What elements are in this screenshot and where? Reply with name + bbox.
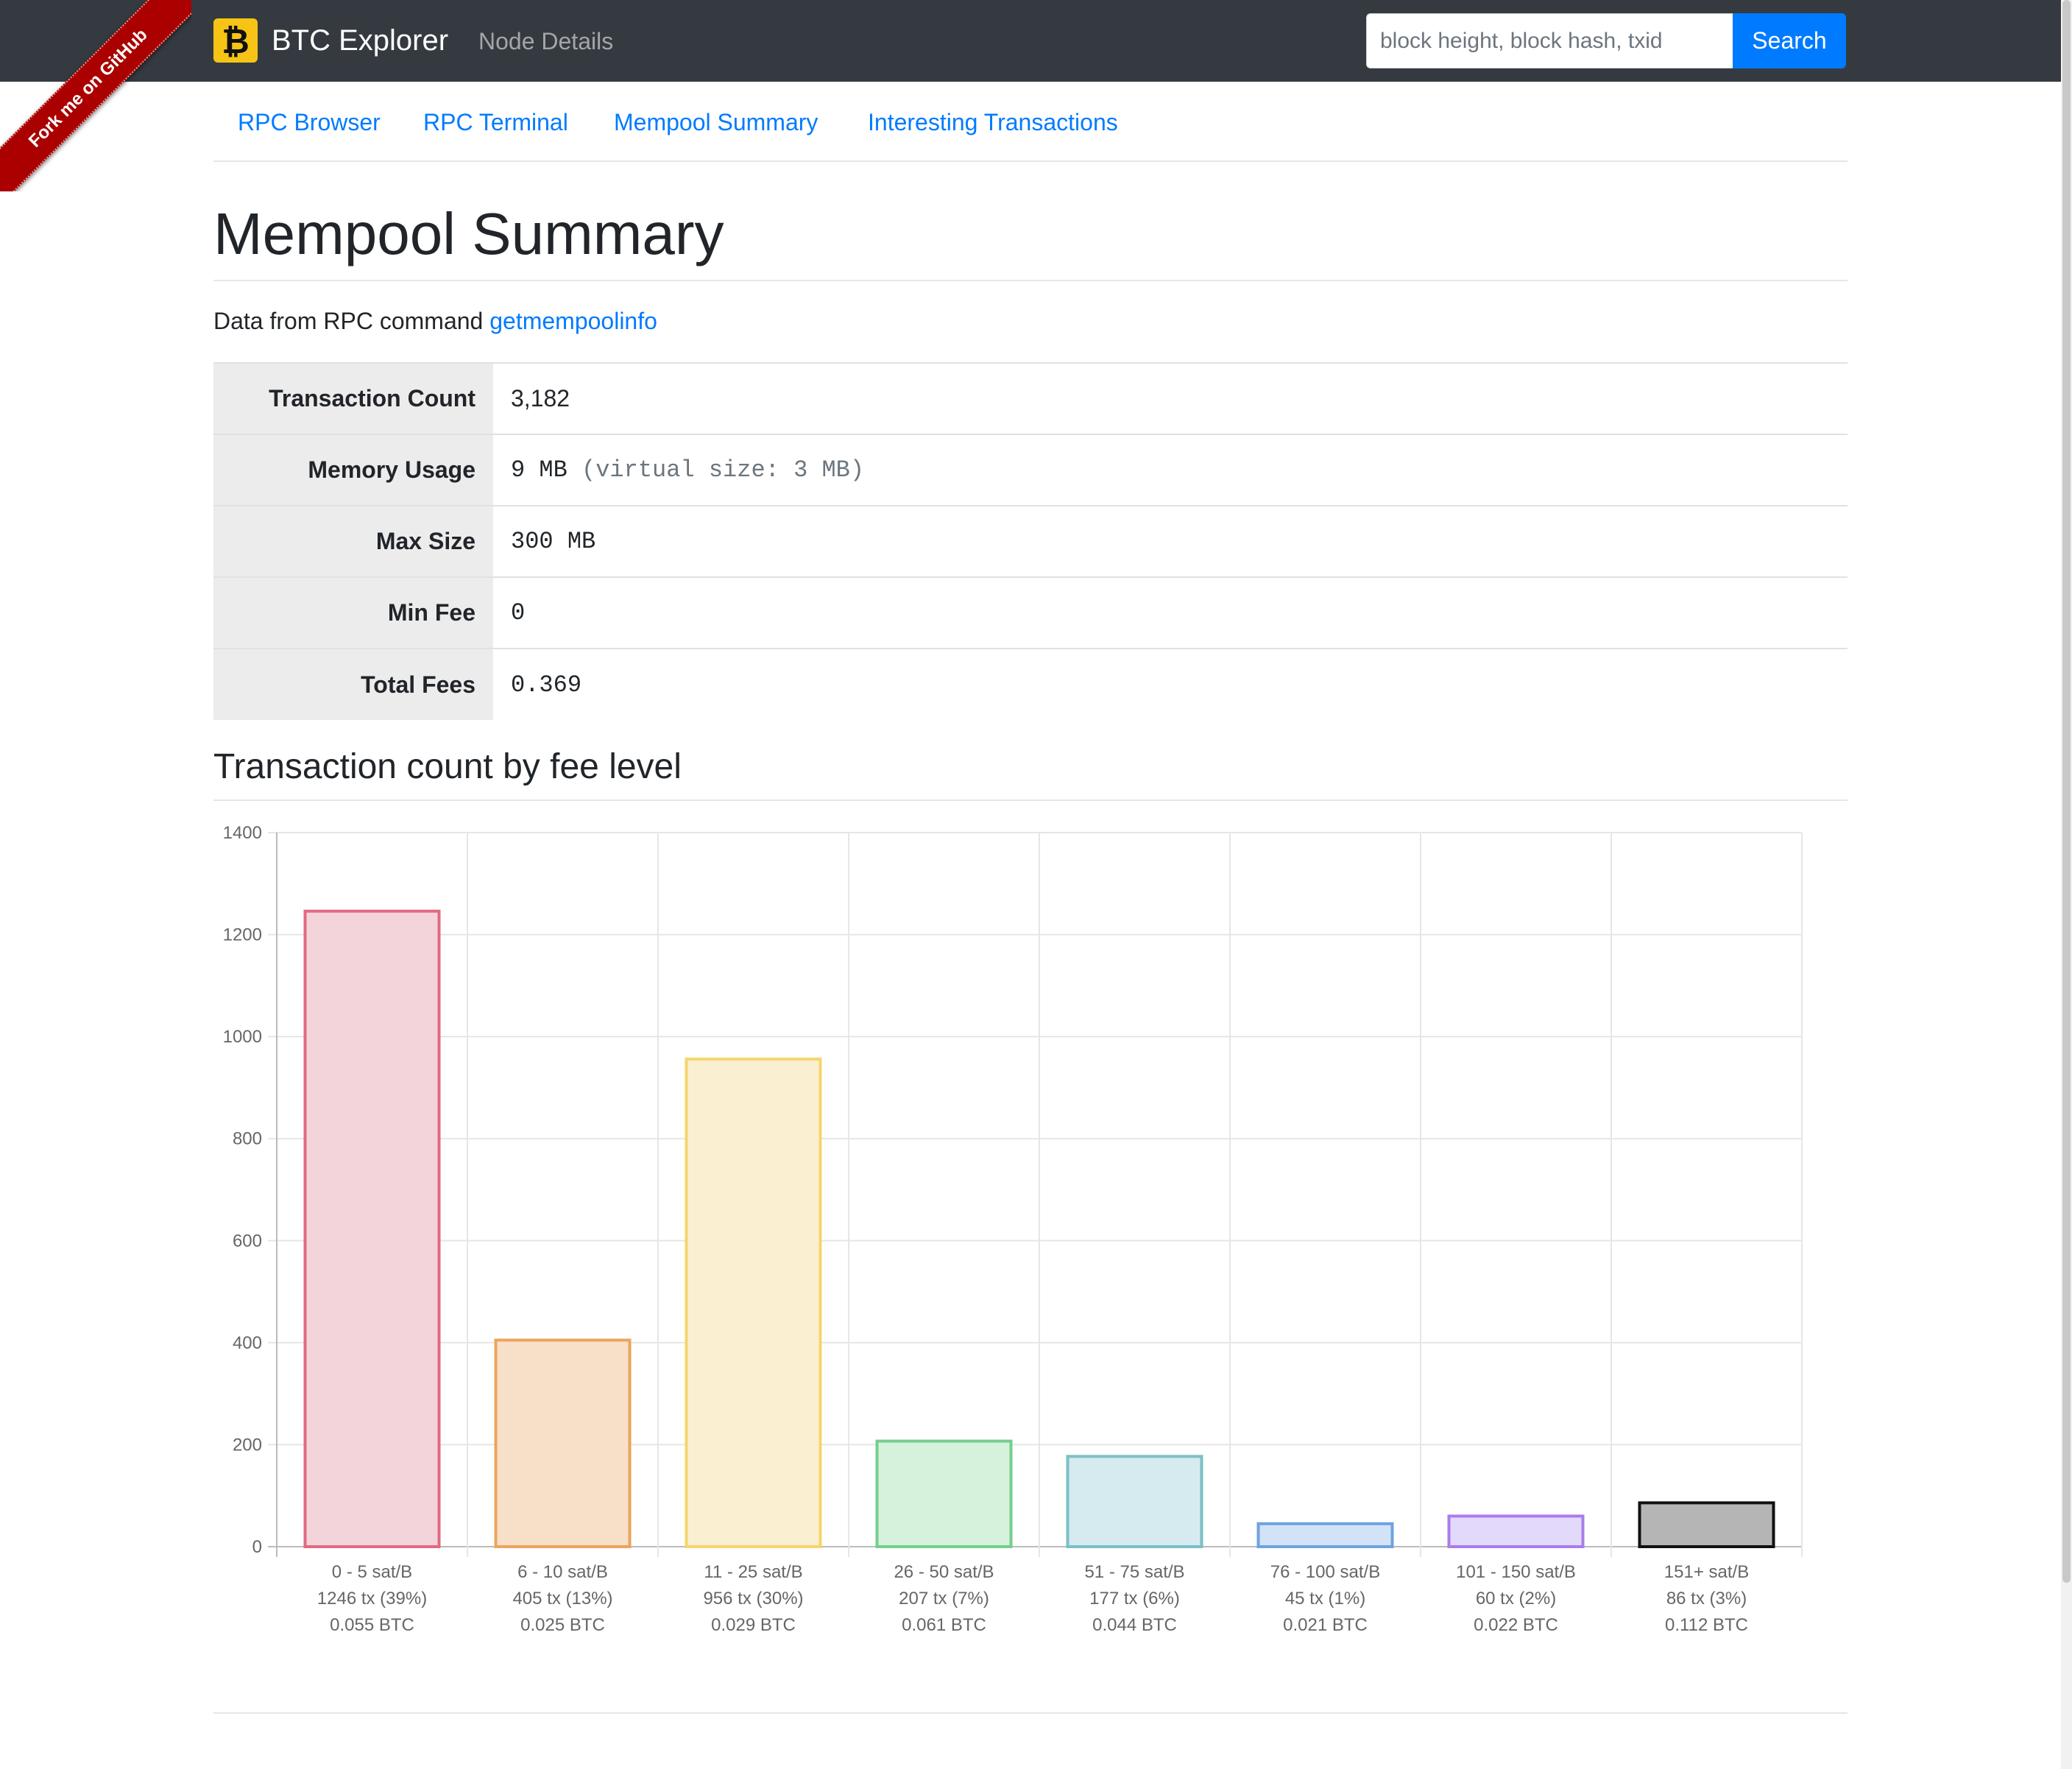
subnav-rpc-browser[interactable]: RPC Browser (238, 109, 381, 135)
x-tick-label: 0.112 BTC (1665, 1615, 1748, 1635)
x-tick-label: 0.044 BTC (1092, 1615, 1177, 1635)
getmempoolinfo-link[interactable]: getmempoolinfo (489, 308, 657, 334)
row-value: 0 (511, 599, 526, 626)
table-row: Transaction Count 3,182 (213, 362, 1848, 434)
row-extra: (virtual size: 3 MB) (581, 456, 865, 484)
y-tick-label: 800 (233, 1129, 262, 1149)
svg-text:₿: ₿ (222, 22, 250, 59)
x-tick-label: 11 - 25 sat/B (704, 1562, 802, 1582)
x-tick-label: 0.021 BTC (1283, 1615, 1368, 1635)
nav-node-details[interactable]: Node Details (478, 28, 614, 54)
chart-bar (303, 909, 441, 1548)
row-label: Transaction Count (213, 362, 493, 434)
mempool-summary-table: Transaction Count 3,182 Memory Usage 9 M… (213, 362, 1848, 720)
x-tick-label: 26 - 50 sat/B (894, 1562, 994, 1582)
subnav-interesting-transactions[interactable]: Interesting Transactions (868, 109, 1118, 135)
x-tick-label: 0.029 BTC (711, 1615, 796, 1635)
subnav-mempool-summary[interactable]: Mempool Summary (614, 109, 818, 135)
github-ribbon[interactable]: Fork me on GitHub (0, 0, 191, 191)
table-row: Memory Usage 9 MB (virtual size: 3 MB) (213, 434, 1848, 506)
row-label: Max Size (213, 505, 493, 577)
divider (213, 160, 1848, 162)
x-tick-label: 1246 tx (39%) (317, 1589, 427, 1609)
y-tick-label: 1200 (223, 925, 262, 945)
x-tick-label: 405 tx (13%) (512, 1589, 612, 1609)
x-tick-label: 0.061 BTC (902, 1615, 986, 1635)
x-tick-label: 151+ sat/B (1664, 1562, 1749, 1582)
search-button[interactable]: Search (1733, 13, 1846, 68)
top-navbar: ₿ BTC Explorer Node Details Search (0, 0, 2061, 82)
x-tick-label: 51 - 75 sat/B (1084, 1562, 1184, 1582)
table-row: Total Fees 0.369 (213, 648, 1848, 720)
data-source-line: Data from RPC command getmempoolinfo (213, 308, 657, 335)
chart-bar (875, 1439, 1013, 1549)
divider (213, 280, 1848, 281)
row-label: Min Fee (213, 576, 493, 649)
y-tick-label: 1000 (223, 1027, 262, 1047)
table-row: Min Fee 0 (213, 576, 1848, 649)
x-tick-label: 86 tx (3%) (1666, 1589, 1747, 1609)
x-tick-label: 177 tx (6%) (1089, 1589, 1180, 1609)
brand-name[interactable]: BTC Explorer (272, 24, 449, 57)
y-tick-label: 600 (233, 1231, 262, 1251)
scrollbar-thumb[interactable] (2062, 0, 2071, 1583)
sub-navigation: RPC Browser RPC Terminal Mempool Summary… (213, 103, 1848, 162)
x-tick-label: 0.022 BTC (1474, 1615, 1558, 1635)
chart-bar (1447, 1514, 1585, 1548)
row-value: 300 MB (511, 528, 596, 555)
row-value: 9 MB (511, 456, 567, 484)
chart-bar (1256, 1522, 1394, 1549)
divider (213, 799, 1848, 801)
x-tick-label: 76 - 100 sat/B (1270, 1562, 1380, 1582)
x-tick-label: 956 tx (30%) (703, 1589, 803, 1609)
bitcoin-icon[interactable]: ₿ (213, 18, 258, 63)
x-tick-label: 0.025 BTC (520, 1615, 605, 1635)
row-value: 3,182 (511, 385, 570, 412)
y-tick-label: 1400 (223, 823, 262, 843)
subnav-rpc-terminal[interactable]: RPC Terminal (423, 109, 568, 135)
x-tick-label: 60 tx (2%) (1476, 1589, 1556, 1609)
chart-bar (685, 1057, 822, 1548)
divider (213, 1712, 1848, 1714)
x-tick-label: 0 - 5 sat/B (332, 1562, 412, 1582)
row-value: 0.369 (511, 671, 582, 699)
github-ribbon-label[interactable]: Fork me on GitHub (0, 0, 191, 191)
chart-bar (1638, 1501, 1775, 1549)
y-tick-label: 0 (252, 1537, 262, 1557)
x-tick-label: 0.055 BTC (330, 1615, 414, 1635)
data-source-prefix: Data from RPC command (213, 308, 484, 334)
y-tick-label: 200 (233, 1435, 262, 1455)
row-label: Total Fees (213, 648, 493, 720)
x-tick-label: 6 - 10 sat/B (517, 1562, 608, 1582)
x-tick-label: 45 tx (1%) (1285, 1589, 1365, 1609)
chart-bar (494, 1338, 632, 1548)
search-input[interactable] (1366, 13, 1733, 68)
chart-bar (1066, 1455, 1203, 1548)
x-tick-label: 207 tx (7%) (899, 1589, 989, 1609)
table-row: Max Size 300 MB (213, 505, 1848, 577)
x-tick-label: 101 - 150 sat/B (1456, 1562, 1576, 1582)
y-tick-label: 400 (233, 1333, 262, 1353)
chart-section-title: Transaction count by fee level (213, 747, 682, 786)
page-title: Mempool Summary (213, 201, 724, 266)
row-label: Memory Usage (213, 434, 493, 506)
